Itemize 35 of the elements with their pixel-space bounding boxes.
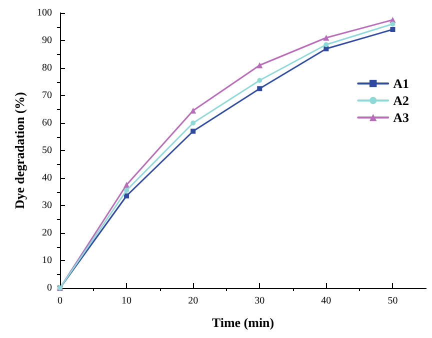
- point: [257, 86, 262, 92]
- y-tick-label: 70: [42, 90, 52, 101]
- x-tick-label: 40: [321, 296, 332, 306]
- x-tick-label: 0: [58, 296, 62, 306]
- point: [190, 120, 196, 126]
- y-tick-label: 90: [42, 35, 52, 46]
- point: [390, 22, 396, 26]
- y-tick-label: 30: [42, 200, 52, 211]
- point: [190, 128, 196, 134]
- point: [124, 193, 130, 198]
- y-tick-label: 0: [47, 282, 52, 294]
- y-tick-label: 10: [42, 255, 52, 266]
- point: [256, 62, 263, 68]
- x-axis-title: Time (min): [212, 315, 274, 330]
- point: [190, 108, 196, 114]
- y-axis-title: Dye degradation (%): [12, 92, 27, 209]
- y-tick-label: 80: [42, 62, 52, 74]
- legend-label: A1: [393, 76, 409, 91]
- legend-label: A2: [393, 93, 409, 108]
- point: [257, 78, 262, 83]
- y-tick-label: 20: [42, 228, 52, 238]
- x-tick-label: 10: [122, 296, 132, 306]
- y-tick-label: 50: [42, 145, 52, 156]
- point: [323, 34, 330, 41]
- point: [324, 42, 329, 48]
- x-tick-label: 20: [188, 296, 198, 306]
- point: [124, 188, 130, 193]
- legend-label: A3: [393, 110, 410, 125]
- x-tick-label: 50: [388, 296, 398, 306]
- y-tick-label: 100: [37, 8, 52, 18]
- y-tick-label: 60: [42, 118, 52, 128]
- point: [324, 46, 329, 52]
- y-tick-label: 40: [42, 172, 52, 184]
- x-tick-label: 30: [254, 296, 265, 306]
- point: [390, 27, 396, 32]
